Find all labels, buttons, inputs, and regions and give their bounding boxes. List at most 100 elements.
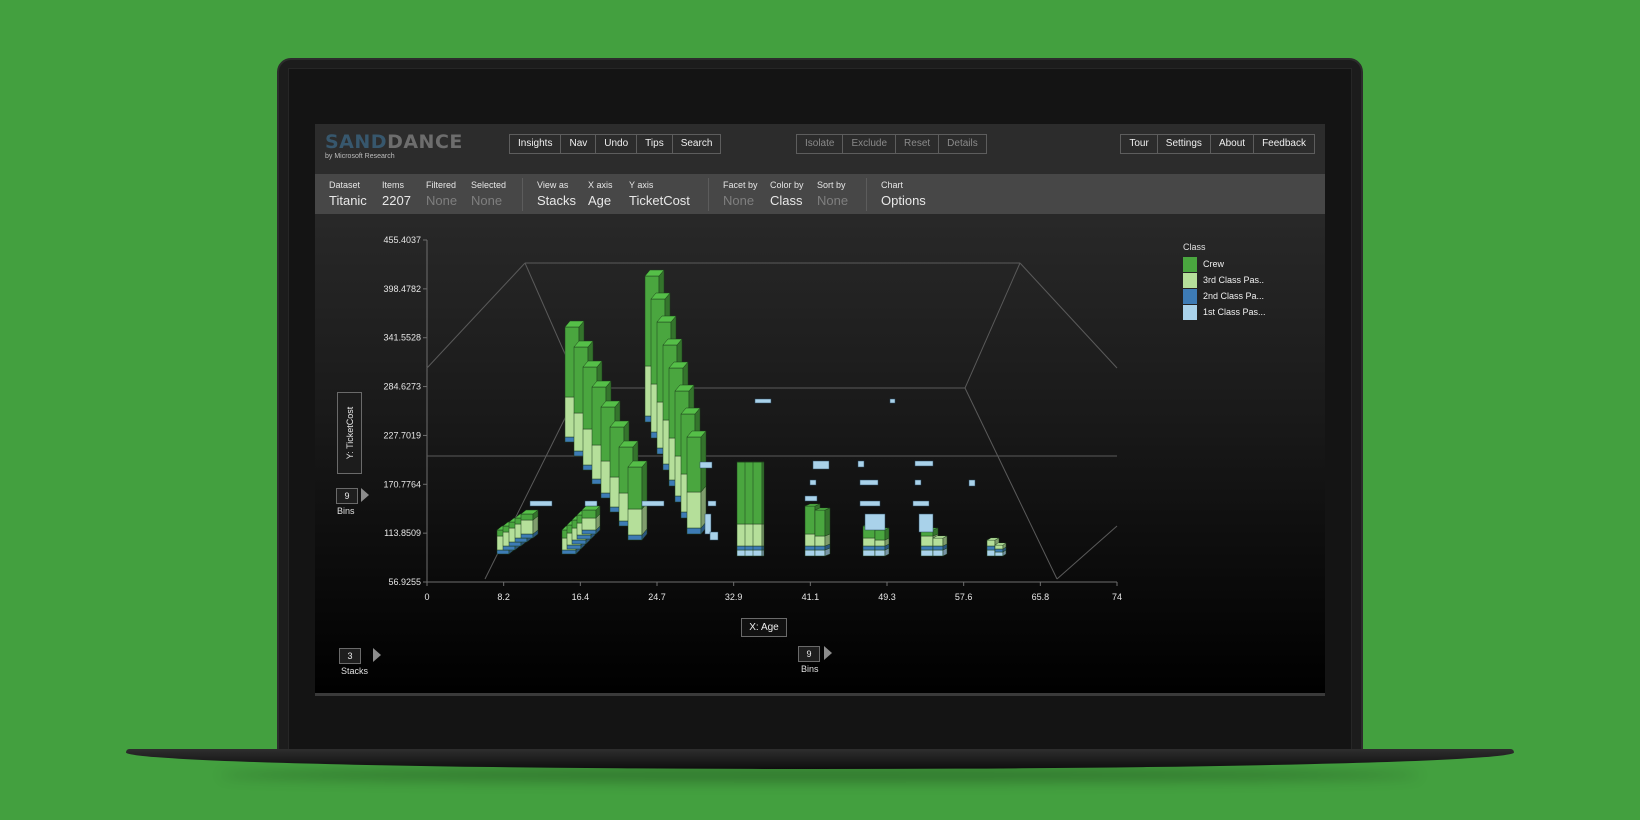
legend-swatch — [1183, 272, 1197, 288]
sort-by-picker[interactable]: Sort by None — [817, 180, 848, 210]
settings-button[interactable]: Settings — [1157, 135, 1211, 153]
legend-label: 1st Class Pas... — [1203, 307, 1266, 317]
stack-segment — [752, 523, 763, 547]
x-bins-label: Bins — [801, 664, 819, 674]
view-as-label: View as — [537, 180, 569, 190]
feedback-button[interactable]: Feedback — [1254, 135, 1314, 153]
stack-segment — [862, 537, 876, 547]
stack-segment — [874, 539, 886, 547]
legend-title: Class — [1183, 242, 1206, 252]
perspective-grid-line — [426, 262, 526, 369]
stack-segment — [994, 551, 1004, 557]
stack-segment-side — [761, 461, 765, 525]
legend-swatch — [1183, 304, 1197, 320]
stack-top — [627, 460, 648, 468]
stack-top — [618, 440, 639, 448]
y-tick-label: 341.5528 — [383, 333, 421, 343]
x-axis-label: X axis — [588, 180, 613, 190]
items-label: Items — [382, 180, 405, 190]
stack-segment — [520, 513, 534, 521]
tips-button[interactable]: Tips — [637, 135, 673, 153]
x-axis-button[interactable]: X: Age — [741, 618, 787, 637]
y-axis-value: TicketCost — [629, 193, 690, 208]
insights-button[interactable]: Insights — [510, 135, 562, 153]
exclude-button[interactable]: Exclude — [843, 135, 897, 153]
app-screen: SANDDANCE by Microsoft Research Insights… — [315, 124, 1325, 696]
y-tick-label: 170.7764 — [383, 479, 421, 489]
stacks-increment-icon[interactable] — [373, 648, 381, 662]
first-class-block — [812, 460, 830, 470]
chart-options-picker[interactable]: Chart Options — [881, 180, 926, 210]
dataset-picker[interactable]: Dataset Titanic — [329, 180, 367, 210]
filtered-count: Filtered None — [426, 180, 457, 210]
stack-segment — [736, 549, 747, 557]
stack-segment — [986, 539, 996, 547]
undo-button[interactable]: Undo — [596, 135, 638, 153]
stack-segment — [627, 534, 643, 541]
stack-top — [650, 292, 671, 300]
y-tick-label: 113.8509 — [384, 528, 421, 538]
stack-segment — [508, 541, 522, 547]
chart-3d-stacks[interactable]: 455.4037 398.4782 341.5528 284.6273 227.7019… — [315, 124, 1325, 696]
x-bins-increment-icon[interactable] — [824, 646, 832, 660]
chart-label: Chart — [881, 180, 904, 190]
x-axis-picker[interactable]: X axis Age — [588, 180, 613, 210]
x-bins-input[interactable]: 9 — [798, 646, 820, 662]
dataset-value: Titanic — [329, 193, 367, 208]
legend-swatch — [1183, 288, 1197, 304]
stack-segment — [814, 545, 826, 551]
y-bins-increment-icon[interactable] — [361, 488, 369, 502]
stack-top — [932, 535, 948, 539]
isolate-button[interactable]: Isolate — [797, 135, 844, 153]
search-button[interactable]: Search — [672, 135, 721, 153]
tour-button[interactable]: Tour — [1121, 135, 1158, 153]
view-as-picker[interactable]: View as Stacks — [537, 180, 576, 210]
stack-top — [668, 361, 689, 369]
first-class-block — [641, 500, 665, 507]
details-button[interactable]: Details — [939, 135, 986, 153]
stack-top — [609, 420, 630, 428]
stack-segment — [520, 519, 534, 535]
stack-segment — [994, 548, 1004, 553]
legend-item-1st-class[interactable]: 1st Class Pas... — [1183, 304, 1266, 320]
y-axis-picker[interactable]: Y axis TicketCost — [629, 180, 690, 210]
first-class-block — [968, 479, 976, 487]
nav-button[interactable]: Nav — [561, 135, 597, 153]
y-axis-button[interactable]: Y: TicketCost — [337, 392, 362, 474]
color-by-picker[interactable]: Color by Class — [770, 180, 804, 210]
stack-segment — [804, 549, 816, 557]
stack-segment-side — [700, 430, 707, 493]
perspective-grid-line — [1056, 525, 1118, 580]
legend-swatch — [1183, 256, 1197, 272]
first-class-block — [707, 500, 717, 507]
stack-segment — [814, 535, 826, 547]
perspective-grid-line — [1019, 262, 1118, 369]
y-tick-label: 284.6273 — [383, 382, 421, 392]
stack-segment — [744, 545, 755, 551]
legend-item-crew[interactable]: Crew — [1183, 256, 1266, 272]
about-button[interactable]: About — [1210, 135, 1255, 153]
info-separator — [522, 178, 523, 211]
stack-segment — [627, 466, 643, 510]
y-bins-input[interactable]: 9 — [336, 488, 358, 504]
stack-top — [581, 505, 601, 511]
facet-by-picker[interactable]: Facet by None — [723, 180, 758, 210]
x-tick-label: 0 — [424, 592, 429, 602]
perspective-grid-line — [964, 387, 1058, 580]
sort-by-value: None — [817, 193, 849, 208]
facet-by-value: None — [723, 193, 755, 208]
facet-by-label: Facet by — [723, 180, 758, 190]
legend-label: 3rd Class Pas.. — [1203, 275, 1265, 285]
legend-item-2nd-class[interactable]: 2nd Class Pa... — [1183, 288, 1266, 304]
stack-segment — [686, 491, 702, 529]
stack-segment-side — [824, 507, 831, 537]
stack-segment — [744, 549, 755, 557]
stack-top — [674, 384, 695, 392]
stack-segment-side — [761, 523, 765, 547]
stack-segment — [514, 537, 528, 543]
reset-button[interactable]: Reset — [896, 135, 940, 153]
stack-top — [520, 509, 539, 515]
stack-segment — [581, 517, 597, 531]
stacks-input[interactable]: 3 — [339, 648, 361, 664]
legend-item-3rd-class[interactable]: 3rd Class Pas.. — [1183, 272, 1266, 288]
